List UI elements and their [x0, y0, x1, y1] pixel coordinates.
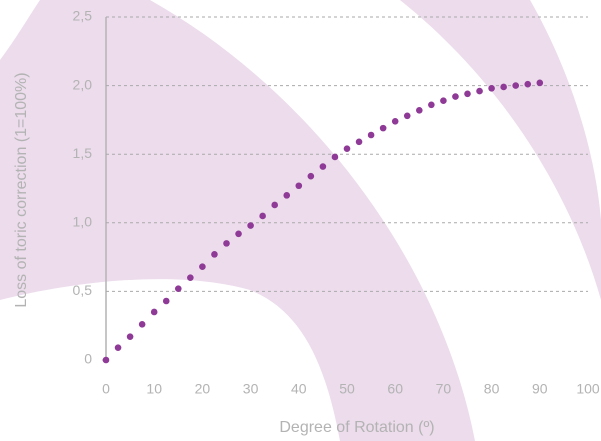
data-point	[391, 117, 399, 125]
data-point	[428, 101, 435, 109]
data-point	[440, 97, 447, 104]
x-tick-label: 30	[243, 381, 259, 397]
data-point	[175, 285, 182, 292]
y-tick-label: 1,0	[73, 214, 93, 230]
data-point	[259, 212, 266, 220]
y-tick-label: 2,0	[73, 76, 93, 92]
x-tick-label: 80	[484, 381, 500, 397]
data-point	[126, 333, 134, 340]
data-point	[416, 106, 423, 114]
x-tick-label: 0	[102, 381, 110, 397]
data-point	[355, 138, 363, 146]
data-point	[150, 308, 158, 316]
x-tick-label: 90	[532, 381, 548, 397]
data-point	[187, 274, 194, 281]
data-point	[343, 145, 351, 153]
data-point	[235, 230, 242, 238]
data-point	[476, 87, 483, 95]
data-point	[331, 153, 339, 161]
data-point	[199, 263, 206, 271]
y-tick-label: 0	[84, 351, 92, 367]
x-tick-label: 20	[195, 381, 211, 397]
x-tick-label: 50	[339, 381, 355, 397]
data-point	[403, 112, 411, 120]
data-point	[102, 356, 110, 364]
data-point	[162, 297, 170, 305]
x-tick-label: 70	[436, 381, 452, 397]
data-point	[247, 222, 254, 229]
data-point	[114, 344, 122, 351]
data-point	[464, 90, 471, 98]
data-point	[319, 163, 327, 170]
y-tick-label: 0,5	[73, 282, 93, 298]
data-point	[500, 83, 507, 91]
y-tick-label: 1,5	[73, 145, 93, 161]
data-point	[367, 131, 375, 139]
x-tick-label: 60	[387, 381, 403, 397]
background-band	[400, 0, 601, 300]
data-point	[524, 80, 532, 88]
x-axis-title: Degree of Rotation (º)	[279, 419, 434, 436]
background-band	[0, 0, 475, 441]
x-tick-label: 10	[146, 381, 162, 397]
data-point	[488, 85, 495, 92]
data-point	[536, 79, 544, 87]
x-tick-label: 100	[576, 381, 600, 397]
data-point	[295, 182, 303, 190]
data-point	[512, 82, 519, 89]
data-point	[211, 251, 218, 258]
y-tick-label: 2,5	[73, 8, 93, 24]
data-point	[138, 321, 146, 328]
y-axis-title: Loss of toric correction (1=100%)	[13, 72, 30, 307]
data-point	[379, 124, 387, 132]
data-point	[283, 192, 291, 199]
x-tick-label: 40	[291, 381, 307, 397]
data-point	[452, 93, 459, 100]
data-point	[223, 240, 230, 247]
data-point	[307, 172, 315, 180]
data-point	[271, 201, 279, 209]
